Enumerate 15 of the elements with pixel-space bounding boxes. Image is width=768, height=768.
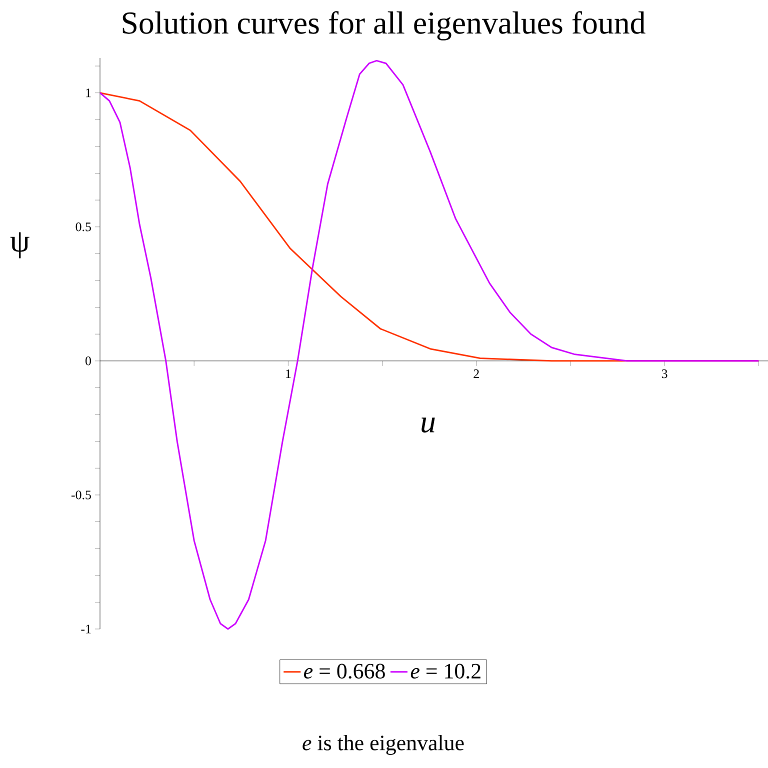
x-axis-title: u — [422, 418, 435, 433]
line-series — [99, 60, 760, 630]
y-tick-label: 0.5 — [76, 222, 91, 232]
legend-label: e = 0.668 — [304, 664, 385, 679]
y-tick-label: -0.5 — [71, 490, 91, 500]
y-tick-label: 1 — [86, 88, 91, 98]
x-tick-label: 1 — [286, 369, 291, 378]
y-axis-title: ψ — [10, 232, 30, 258]
x-tick-label: 3 — [662, 369, 668, 378]
x-tick-label: 2 — [474, 369, 479, 378]
y-tick-label: -1 — [81, 624, 91, 634]
chart-title: Solution curves for all eigenvalues found — [122, 11, 646, 40]
y-tick-label: 0 — [86, 356, 91, 366]
text: e is the eigenvalue — [302, 734, 464, 755]
legend-label: e = 10.2 — [410, 664, 480, 679]
